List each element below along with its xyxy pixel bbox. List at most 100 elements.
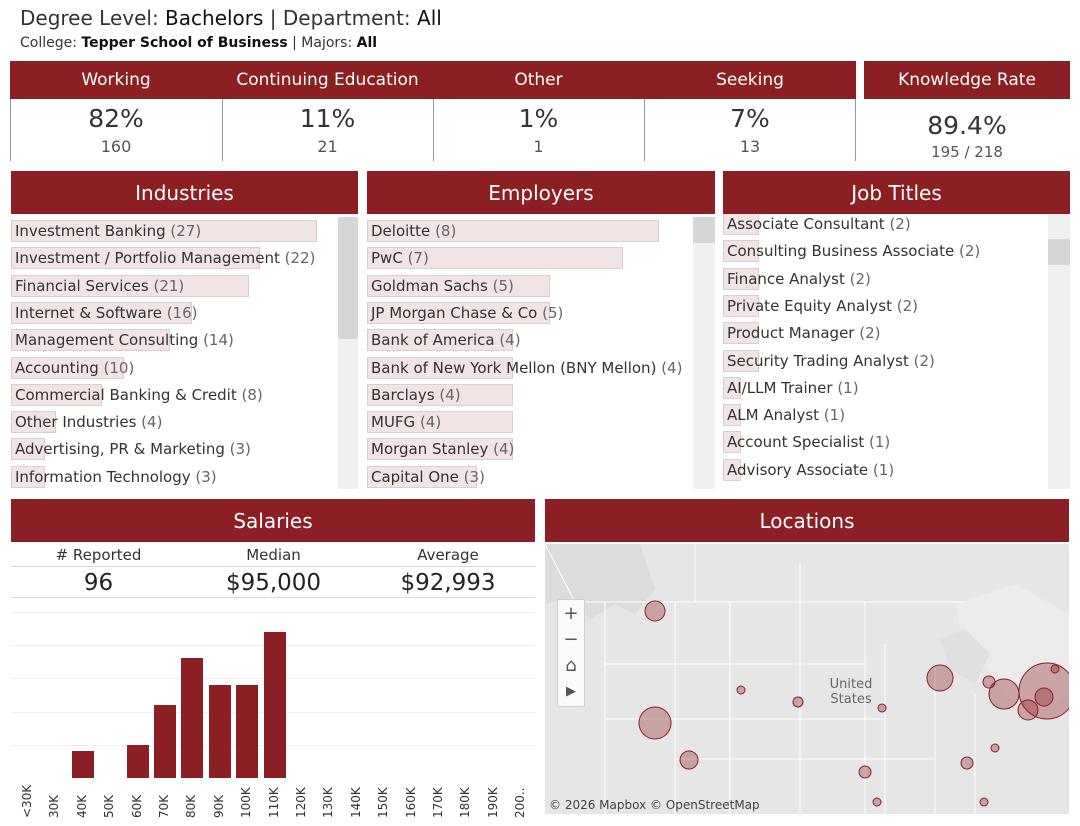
x-tick-label: 190K: [485, 787, 500, 818]
job-titles-scrollbar[interactable]: [1048, 214, 1070, 489]
location-marker[interactable]: [960, 756, 974, 770]
list-item-bar: [367, 247, 623, 270]
list-item-name: Deloitte: [371, 222, 431, 240]
x-tick-label: 80K: [184, 794, 199, 818]
histogram-bar[interactable]: [71, 751, 94, 778]
list-item[interactable]: Deloitte (8): [367, 220, 659, 242]
kpi-working[interactable]: Working 82% 160: [10, 61, 222, 161]
scrollbar-thumb[interactable]: [338, 217, 358, 339]
list-item-label: Consulting Business Associate (2): [723, 242, 980, 260]
histogram-bar[interactable]: [208, 685, 231, 778]
location-marker[interactable]: [736, 685, 746, 695]
list-item-label: Barclays (4): [367, 386, 461, 404]
location-marker[interactable]: [679, 750, 699, 770]
list-item[interactable]: Barclays (4): [367, 383, 513, 406]
map-borders: [545, 544, 976, 814]
list-item-bar: [11, 301, 193, 324]
list-item[interactable]: Security Trading Analyst (2): [723, 349, 935, 372]
location-marker[interactable]: [872, 797, 882, 807]
list-item[interactable]: Associate Consultant (2): [723, 214, 911, 235]
list-item-label: Bank of New York Mellon (BNY Mellon) (4): [367, 359, 682, 377]
list-item[interactable]: Bank of New York Mellon (BNY Mellon) (4): [367, 356, 682, 379]
location-marker[interactable]: [979, 797, 989, 807]
list-item[interactable]: PwC (7): [367, 247, 623, 270]
location-marker[interactable]: [990, 743, 1000, 753]
knowledge-rate-fraction: 195 / 218: [931, 143, 1003, 161]
list-item[interactable]: Consulting Business Associate (2): [723, 240, 980, 263]
histogram-bar[interactable]: [126, 744, 149, 778]
majors-label: Majors:: [301, 35, 357, 51]
location-marker[interactable]: [1018, 662, 1069, 720]
list-item-label: Goldman Sachs (5): [367, 277, 514, 295]
list-item[interactable]: Internet & Software (16): [11, 301, 198, 324]
reported-label: # Reported: [55, 546, 142, 564]
list-item-count: (4): [434, 385, 461, 404]
industries-list[interactable]: Investment Banking (27) Investment / Port…: [11, 217, 337, 489]
location-marker[interactable]: [1034, 687, 1054, 707]
median-label: Median: [246, 546, 301, 564]
list-item-count: (16): [161, 303, 198, 322]
list-item[interactable]: ALM Analyst (1): [723, 404, 845, 427]
location-marker[interactable]: [644, 600, 666, 622]
location-marker[interactable]: [792, 696, 804, 708]
list-item[interactable]: Advisory Associate (1): [723, 458, 894, 481]
list-item[interactable]: Private Equity Analyst (2): [723, 294, 918, 317]
list-item[interactable]: Account Specialist (1): [723, 431, 890, 454]
play-icon[interactable]: ▶: [566, 683, 576, 699]
location-marker[interactable]: [1050, 664, 1060, 674]
map-markers[interactable]: [638, 600, 1069, 807]
list-item-count: (22): [279, 249, 316, 268]
locations-map[interactable]: United States + − ⌂ ▶ © 2026 Mapbox © Op…: [545, 544, 1069, 814]
list-item[interactable]: Investment / Portfolio Management (22): [11, 247, 316, 270]
list-item[interactable]: MUFG (4): [367, 411, 513, 434]
list-item[interactable]: AI/LLM Trainer (1): [723, 376, 859, 399]
kpi-seeking[interactable]: Seeking 7% 13: [644, 61, 856, 161]
list-item[interactable]: Information Technology (3): [11, 465, 217, 488]
zoom-out-button[interactable]: −: [563, 628, 579, 650]
list-item[interactable]: Product Manager (2): [723, 322, 881, 345]
list-item[interactable]: Financial Services (21): [11, 274, 249, 297]
histogram-bar[interactable]: [236, 685, 259, 778]
scrollbar-thumb[interactable]: [693, 217, 715, 243]
list-item[interactable]: Goldman Sachs (5): [367, 274, 550, 297]
kpi-continuing-education[interactable]: Continuing Education 11% 21: [222, 61, 433, 161]
industries-scrollbar[interactable]: [338, 217, 358, 489]
job-titles-list[interactable]: Associate Consultant (2) Consulting Busin…: [723, 214, 1047, 489]
list-item-name: Barclays: [371, 385, 435, 404]
histogram-bar[interactable]: [263, 631, 286, 778]
list-item[interactable]: Finance Analyst (2): [723, 267, 871, 290]
list-item-count: (3): [190, 467, 217, 486]
list-item[interactable]: Management Consulting (14): [11, 329, 234, 352]
histogram-bar[interactable]: [181, 658, 204, 778]
kpi-other[interactable]: Other 1% 1: [433, 61, 644, 161]
list-item[interactable]: Commercial Banking & Credit (8): [11, 383, 263, 406]
divider: [11, 566, 535, 567]
histogram-bar[interactable]: [154, 704, 176, 778]
list-item[interactable]: Other Industries (4): [11, 411, 162, 434]
employers-scrollbar[interactable]: [693, 217, 715, 489]
list-item[interactable]: Morgan Stanley (4): [367, 438, 514, 461]
location-marker[interactable]: [858, 765, 872, 779]
employers-header: Employers: [367, 171, 715, 214]
list-item[interactable]: Capital One (3): [367, 465, 485, 488]
location-marker[interactable]: [638, 706, 672, 740]
list-item[interactable]: Investment Banking (27): [11, 220, 317, 242]
zoom-in-button[interactable]: +: [563, 602, 579, 624]
location-marker[interactable]: [926, 664, 954, 692]
list-item[interactable]: JP Morgan Chase & Co (5): [367, 301, 563, 324]
scrollbar-thumb[interactable]: [1048, 239, 1070, 265]
list-item[interactable]: Bank of America (4): [367, 329, 521, 352]
list-item-count: (2): [891, 296, 918, 315]
location-marker[interactable]: [877, 703, 887, 713]
list-item-count: (21): [148, 276, 185, 295]
location-marker[interactable]: [988, 678, 1020, 710]
list-item-count: (2): [844, 269, 871, 288]
home-icon[interactable]: ⌂: [565, 654, 577, 676]
list-item[interactable]: Advertising, PR & Marketing (3): [11, 438, 251, 461]
list-item-count: (2): [854, 324, 881, 343]
list-item-label: Private Equity Analyst (2): [723, 297, 918, 315]
list-item-label: Financial Services (21): [11, 277, 184, 295]
list-item[interactable]: Accounting (10): [11, 356, 134, 379]
employers-list[interactable]: Deloitte (8) PwC (7) Goldman Sachs (5) JP M…: [367, 217, 693, 489]
list-item-bar: [11, 356, 125, 379]
